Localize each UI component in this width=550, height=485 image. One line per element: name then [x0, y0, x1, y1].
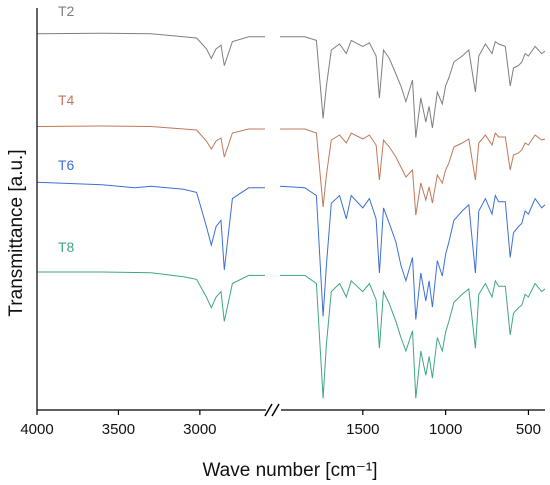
series-line-t2-segment-2: [280, 36, 546, 138]
x-tick-label-3000: 3000: [183, 421, 216, 438]
x-tick-label-1000: 1000: [429, 421, 462, 438]
series-line-t4-segment-1: [36, 125, 265, 158]
axis-break-slash-2: [271, 403, 280, 417]
series-line-t2-segment-1: [36, 32, 265, 66]
series-label-t2: T2: [58, 3, 75, 19]
series-label-t4: T4: [58, 92, 75, 108]
series-line-t8-segment-1: [37, 271, 265, 322]
axis-break-slash-1: [264, 403, 273, 417]
series-line-t6-segment-1: [36, 181, 265, 270]
y-axis-title: Transmittance [a.u.]: [6, 149, 27, 316]
series-traces: [36, 32, 546, 399]
x-tick-label-1500: 1500: [346, 421, 379, 438]
axis-break-mark: [264, 403, 280, 417]
series-label-t6: T6: [58, 157, 75, 173]
x-tick-label-500: 500: [516, 421, 541, 438]
x-tick-label-4000: 4000: [20, 421, 53, 438]
series-line-t8-segment-2: [280, 274, 546, 399]
series-labels: T2 T4 T6 T8: [58, 3, 75, 255]
x-axis: 4000 3500 3000 1500 1000 500: [20, 8, 545, 438]
series-line-t6-segment-2: [279, 185, 546, 320]
x-axis-title: Wave number [cm⁻¹]: [202, 460, 377, 481]
series-label-t8: T8: [58, 239, 75, 255]
x-tick-label-3500: 3500: [102, 421, 135, 438]
series-line-t4-segment-2: [280, 128, 546, 216]
